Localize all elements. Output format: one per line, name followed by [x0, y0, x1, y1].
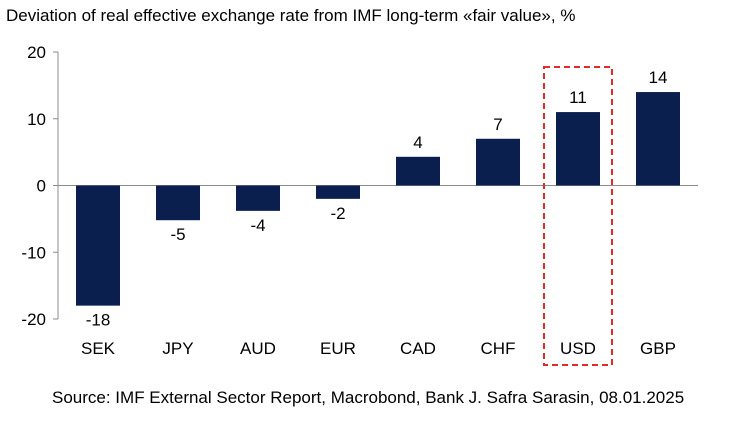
category-label-sek: SEK [81, 339, 116, 358]
category-label-usd: USD [560, 339, 596, 358]
category-label-aud: AUD [240, 339, 276, 358]
data-label-sek: -18 [86, 311, 111, 330]
y-tick-label: 0 [37, 177, 46, 196]
bar-sek [76, 185, 120, 306]
data-label-eur: -2 [330, 204, 345, 223]
bar-chf [476, 138, 520, 186]
category-label-gbp: GBP [640, 339, 676, 358]
bar-aud [236, 185, 280, 211]
category-label-chf: CHF [481, 339, 516, 358]
category-label-jpy: JPY [162, 339, 193, 358]
data-label-jpy: -5 [170, 225, 185, 244]
bar-gbp [636, 92, 680, 186]
bar-eur [316, 185, 360, 199]
y-tick-label: -20 [21, 310, 46, 329]
chart-title: Deviation of real effective exchange rat… [6, 6, 576, 25]
labels: SEK -18 JPY -5 AUD -4 EUR -2 CAD 4 CHF 7 USD 11 GBP 14 [81, 66, 676, 366]
y-tick-label: 20 [27, 43, 46, 62]
category-label-cad: CAD [400, 339, 436, 358]
y-tick-label: -10 [21, 243, 46, 262]
bar-jpy [156, 185, 200, 221]
category-label-eur: EUR [320, 339, 356, 358]
data-label-usd: 11 [569, 88, 587, 107]
axes: 20 10 0 -10 -20 [21, 43, 698, 329]
bar-usd [556, 112, 600, 186]
data-label-cad: 4 [413, 133, 422, 152]
bars [76, 92, 680, 306]
highlight-box-usd [543, 66, 613, 366]
source-note: Source: IMF External Sector Report, Macr… [52, 388, 685, 407]
data-label-aud: -4 [250, 216, 265, 235]
y-tick-label: 10 [27, 110, 46, 129]
bar-cad [396, 156, 440, 186]
data-label-gbp: 14 [649, 68, 668, 87]
data-label-chf: 7 [493, 115, 502, 134]
